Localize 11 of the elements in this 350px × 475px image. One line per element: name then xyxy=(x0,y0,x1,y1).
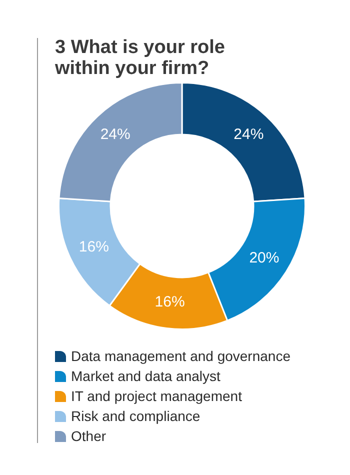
data-label: 24% xyxy=(234,126,264,144)
legend-label: IT and project management xyxy=(71,388,242,404)
chart-title: 3 What is your role within your firm? xyxy=(55,37,226,79)
data-label: 20% xyxy=(249,249,280,266)
legend-label: Risk and compliance xyxy=(71,408,200,424)
data-label: 24% xyxy=(100,126,130,144)
legend-label: Other xyxy=(71,428,106,444)
data-label: 16% xyxy=(78,238,109,256)
legend-label: Market and data analyst xyxy=(71,368,220,384)
data-label: 16% xyxy=(154,294,185,311)
legend-label: Data management and governance xyxy=(71,348,290,364)
